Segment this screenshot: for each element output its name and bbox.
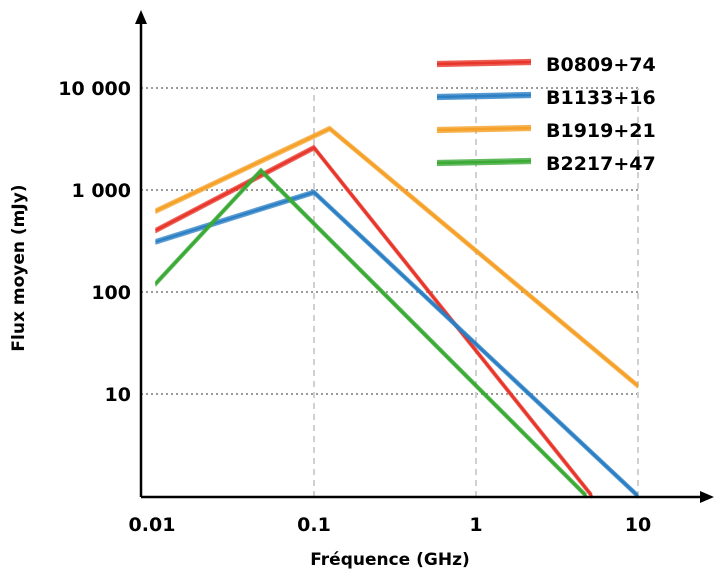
legend-swatch-2-strand-2 bbox=[436, 126, 532, 132]
series-B1919+21 bbox=[154, 125, 639, 389]
y-tick-label-0: 10 bbox=[105, 384, 131, 406]
legend-item-1: B1133+16 bbox=[436, 87, 656, 109]
legend-swatch-2-strand-3 bbox=[436, 128, 532, 132]
series-line-0-strand-3 bbox=[155, 148, 593, 498]
series-line-1-strand-3 bbox=[155, 192, 639, 498]
series-line-3-strand-0 bbox=[154, 167, 587, 495]
legend-swatch-0-strand-3 bbox=[436, 62, 532, 66]
grid-lines bbox=[141, 87, 640, 497]
tick-labels: 0.01 0.1 1 10 10 100 1 000 10 000 bbox=[58, 78, 651, 536]
legend-swatch-0-strand-4 bbox=[436, 63, 532, 68]
y-tick-label-1: 100 bbox=[91, 282, 131, 304]
legend-item-2: B1919+21 bbox=[436, 120, 656, 142]
series-B2217+47 bbox=[154, 167, 588, 499]
legend-label-2: B1919+21 bbox=[546, 120, 656, 142]
legend-swatch-3-strand-2 bbox=[436, 159, 532, 165]
series-line-1-strand-1 bbox=[155, 190, 639, 496]
x-axis-label: Fréquence (GHz) bbox=[310, 550, 469, 570]
series-line-1-strand-0 bbox=[155, 189, 639, 495]
y-tick-label-2: 1 000 bbox=[72, 180, 132, 202]
series-line-3-strand-2 bbox=[154, 169, 588, 497]
legend-item-0: B0809+74 bbox=[436, 54, 656, 76]
x-axis-arrow bbox=[700, 491, 714, 503]
x-tick-label-3: 10 bbox=[625, 514, 651, 536]
series-line-3-strand-3 bbox=[154, 171, 587, 498]
legend-swatch-0-strand-2 bbox=[436, 60, 532, 66]
x-tick-label-2: 1 bbox=[469, 514, 482, 536]
series-line-1-strand-2 bbox=[155, 191, 639, 497]
x-tick-label-1: 0.1 bbox=[297, 514, 331, 536]
legend-label-0: B0809+74 bbox=[546, 54, 656, 76]
x-tick-label-0: 0.01 bbox=[129, 514, 176, 536]
y-axis-label: Flux moyen (mJy) bbox=[9, 184, 29, 351]
legend-swatch-3-strand-4 bbox=[436, 162, 532, 167]
series-lines bbox=[154, 125, 639, 499]
series-line-1-strand-4 bbox=[155, 193, 639, 499]
legend-swatch-2-strand-0 bbox=[436, 124, 532, 129]
legend-label-1: B1133+16 bbox=[546, 87, 656, 109]
y-tick-label-3: 10 000 bbox=[58, 78, 131, 100]
series-line-2-strand-2 bbox=[154, 127, 639, 387]
series-line-0-strand-4 bbox=[155, 149, 593, 499]
legend-swatch-3-strand-0 bbox=[436, 157, 532, 162]
series-line-2-strand-3 bbox=[155, 129, 639, 388]
legend-swatch-1-strand-3 bbox=[436, 95, 532, 99]
legend-swatch-1-strand-4 bbox=[436, 96, 532, 101]
series-line-0-strand-0 bbox=[155, 144, 593, 495]
series-line-0-strand-2 bbox=[154, 146, 593, 497]
y-axis-arrow bbox=[135, 10, 147, 24]
series-B1133+16 bbox=[155, 189, 639, 499]
legend-item-3: B2217+47 bbox=[436, 153, 656, 175]
legend-swatch-3-strand-3 bbox=[436, 161, 532, 165]
legend: B0809+74 B1133+16 B1919+21 B2217+47 bbox=[436, 54, 656, 175]
legend-swatch-0-strand-0 bbox=[436, 58, 532, 63]
series-line-2-strand-4 bbox=[155, 130, 639, 389]
axes bbox=[135, 10, 714, 503]
legend-swatch-1-strand-2 bbox=[436, 93, 532, 99]
series-line-3-strand-4 bbox=[154, 172, 587, 499]
series-B0809+74 bbox=[154, 144, 593, 499]
legend-swatch-1-strand-0 bbox=[436, 91, 532, 96]
series-line-2-strand-0 bbox=[155, 125, 639, 385]
legend-swatch-2-strand-4 bbox=[436, 129, 532, 134]
legend-label-3: B2217+47 bbox=[546, 153, 656, 175]
